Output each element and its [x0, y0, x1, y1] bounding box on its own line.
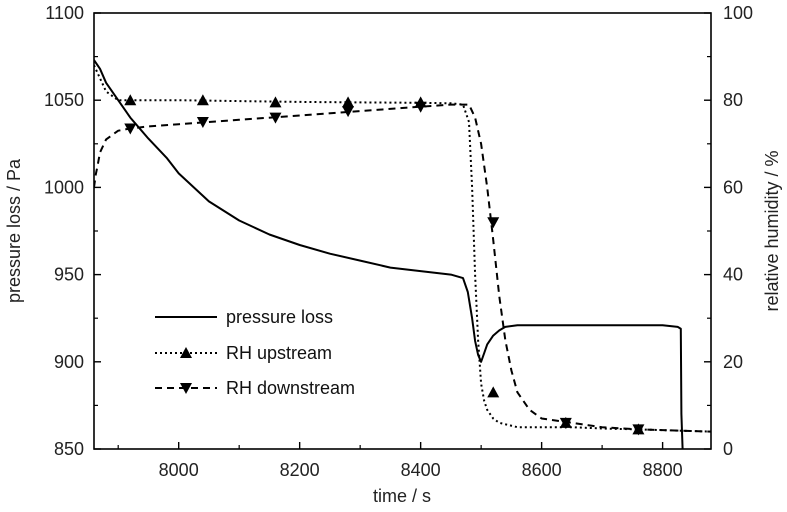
y-left-tick-label: 1100 [45, 3, 84, 23]
y-right-tick-label: 40 [723, 265, 743, 285]
y-left-tick-label: 900 [54, 352, 84, 372]
series-marker-2 [124, 123, 137, 135]
series-line-0 [94, 59, 684, 449]
series-marker-1 [269, 96, 282, 108]
series-marker-2 [414, 101, 427, 113]
y-right-tick-label: 80 [723, 90, 743, 110]
series-line-1 [94, 64, 711, 433]
x-tick-label: 8800 [643, 460, 683, 480]
legend-label-rh-downstream: RH downstream [226, 378, 355, 398]
y-right-axis-title: relative humidity / % [762, 150, 782, 311]
x-tick-label: 8000 [159, 460, 199, 480]
x-tick-label: 8600 [522, 460, 562, 480]
ticks-layer [94, 12, 711, 450]
series-marker-1 [124, 94, 137, 106]
y-right-tick-label: 20 [723, 352, 743, 372]
y-left-tick-label: 1000 [44, 177, 84, 197]
legend: pressure loss RH upstream RH downstream [155, 307, 355, 398]
series-marker-2 [632, 424, 645, 436]
series-marker-2 [196, 117, 209, 128]
y-right-tick-label: 100 [723, 3, 753, 23]
x-axis-title: time / s [373, 486, 431, 506]
y-left-tick-label: 950 [54, 265, 84, 285]
legend-marker-rh-upstream [180, 347, 192, 358]
series-layer [94, 59, 711, 449]
y-left-axis-title: pressure loss / Pa [4, 158, 24, 303]
labels-layer: 8000 8200 8400 8600 880085090095010001050110… [44, 3, 753, 480]
legend-marker-rh-downstream [180, 383, 192, 394]
x-tick-label: 8200 [280, 460, 320, 480]
series-marker-2 [269, 112, 282, 124]
y-right-tick-label: 0 [723, 439, 733, 459]
legend-label-rh-upstream: RH upstream [226, 343, 332, 363]
y-right-tick-label: 60 [723, 177, 743, 197]
series-marker-1 [487, 386, 500, 398]
x-tick-label: 8400 [401, 460, 441, 480]
y-left-tick-label: 1050 [44, 90, 84, 110]
y-left-tick-label: 850 [54, 439, 84, 459]
series-line-2 [94, 103, 711, 433]
series-marker-2 [487, 217, 500, 229]
legend-label-pressure-loss: pressure loss [226, 307, 333, 327]
series-marker-1 [196, 94, 209, 106]
series-marker-2 [342, 106, 355, 118]
series-marker-1 [342, 96, 355, 108]
series-marker-2 [559, 417, 572, 429]
